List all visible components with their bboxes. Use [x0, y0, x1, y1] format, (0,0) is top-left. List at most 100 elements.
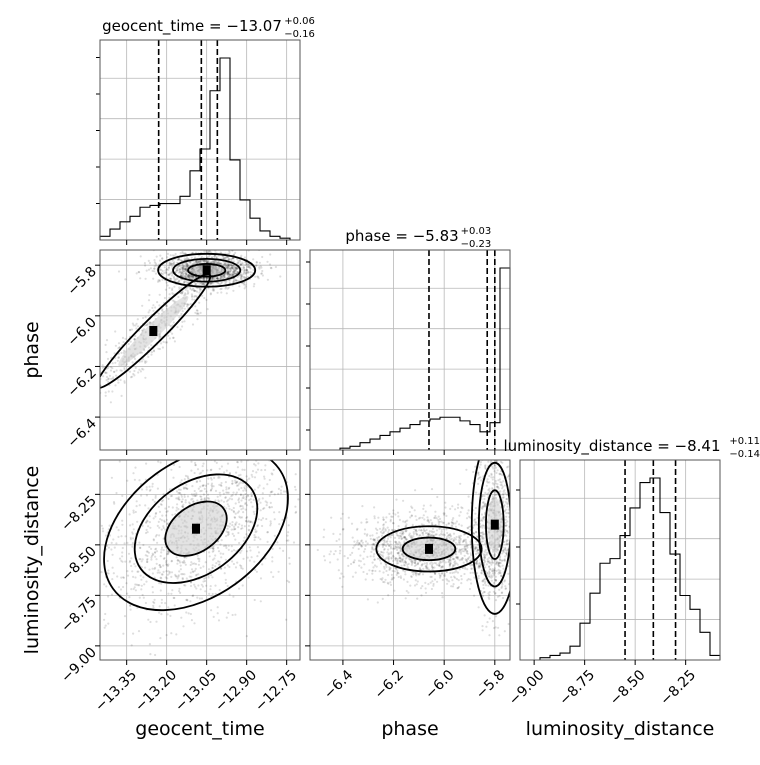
sample-point [152, 607, 154, 609]
sample-point [361, 505, 363, 507]
sample-point [352, 576, 354, 578]
sample-point [123, 577, 125, 579]
sample-point [144, 567, 146, 569]
sample-point [521, 532, 523, 534]
sample-point [202, 283, 204, 285]
sample-point [464, 549, 466, 551]
sample-point [240, 487, 242, 489]
sample-point [144, 264, 146, 266]
sample-point [20, 457, 22, 459]
sample-point [247, 266, 249, 268]
sample-point [441, 529, 443, 531]
sample-point [399, 560, 401, 562]
sample-point [427, 583, 429, 585]
sample-point [216, 462, 218, 464]
sample-point [233, 428, 235, 430]
sample-point [250, 498, 252, 500]
sample-point [197, 468, 199, 470]
sample-point [511, 554, 513, 556]
sample-point [221, 539, 223, 541]
sample-point [233, 244, 235, 246]
sample-point [254, 528, 256, 530]
sample-point [513, 554, 515, 556]
sample-point [116, 575, 118, 577]
sample-point [258, 207, 260, 209]
sample-point [147, 525, 149, 527]
sample-point [247, 244, 249, 246]
sample-point [188, 612, 190, 614]
sample-point [465, 542, 467, 544]
sample-point [392, 570, 394, 572]
sample-point [251, 225, 253, 227]
sample-point [175, 509, 177, 511]
sample-point [347, 565, 349, 567]
sample-point [396, 570, 398, 572]
sample-point [372, 566, 374, 568]
sample-point [378, 536, 380, 538]
sample-point [47, 402, 49, 404]
sample-point [415, 515, 417, 517]
sample-point [237, 461, 239, 463]
sample-point [170, 632, 172, 634]
sample-point [443, 512, 445, 514]
sample-point [359, 543, 361, 545]
sample-point [102, 364, 104, 366]
sample-point [454, 522, 456, 524]
sample-point [412, 524, 414, 526]
sample-point [189, 503, 191, 505]
sample-point [233, 563, 235, 565]
sample-point [260, 509, 262, 511]
sample-point [415, 564, 417, 566]
sample-point [457, 507, 459, 509]
sample-point [133, 370, 135, 372]
sample-point [513, 547, 515, 549]
sample-point [244, 469, 246, 471]
sample-point [280, 446, 282, 448]
sample-point [191, 257, 193, 259]
sample-point [225, 559, 227, 561]
sample-point [263, 487, 265, 489]
sample-point [295, 473, 297, 475]
sample-point [401, 538, 403, 540]
sample-point [154, 568, 156, 570]
sample-point [171, 292, 173, 294]
sample-point [389, 541, 391, 543]
sample-point [394, 545, 396, 547]
sample-point [178, 570, 180, 572]
sample-point [176, 246, 178, 248]
sample-point [168, 262, 170, 264]
sample-point [153, 270, 155, 272]
sample-point [271, 506, 273, 508]
sample-point [57, 588, 59, 590]
sample-point [144, 360, 146, 362]
sample-point [161, 279, 163, 281]
sample-point [182, 242, 184, 244]
sample-point [217, 499, 219, 501]
sample-point [469, 579, 471, 581]
sample-point [125, 582, 127, 584]
sample-point [426, 516, 428, 518]
sample-point [446, 532, 448, 534]
sample-point [411, 564, 413, 566]
sample-point [269, 495, 271, 497]
sample-point [171, 333, 173, 335]
sample-point [107, 358, 109, 360]
sample-point [385, 566, 387, 568]
sample-point [380, 551, 382, 553]
sample-point [384, 528, 386, 530]
sample-point [225, 286, 227, 288]
sample-point [196, 260, 198, 262]
sample-point [444, 502, 446, 504]
sample-point [152, 601, 154, 603]
sample-point [145, 581, 147, 583]
sample-point [212, 564, 214, 566]
sample-point [374, 570, 376, 572]
sample-point [431, 588, 433, 590]
sample-point [358, 548, 360, 550]
sample-point [167, 606, 169, 608]
sample-point [402, 532, 404, 534]
sample-point [296, 170, 298, 172]
sample-point [405, 523, 407, 525]
sample-point [253, 561, 255, 563]
